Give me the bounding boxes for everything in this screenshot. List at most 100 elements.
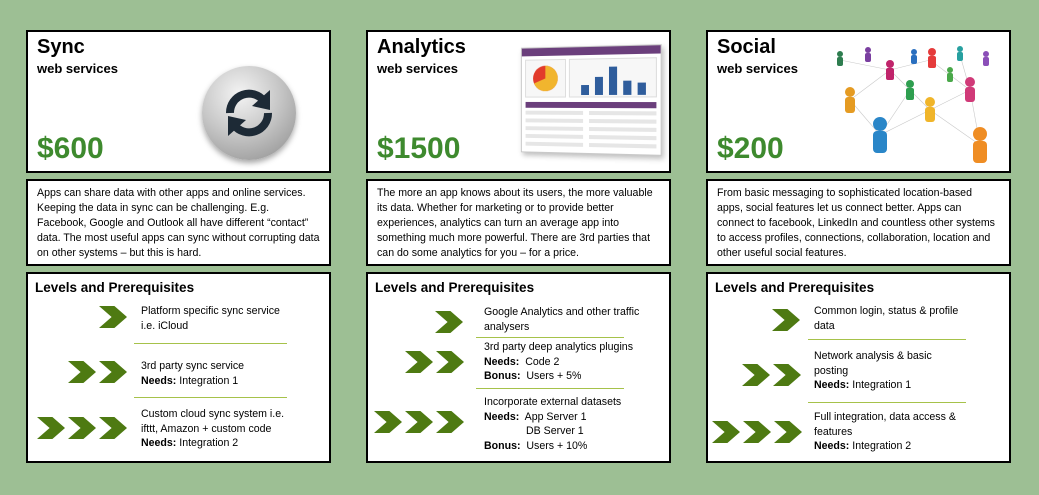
sync-arrows-icon (202, 66, 296, 160)
card-subtitle: web services (377, 61, 458, 76)
bonus-value: Users + 10% (526, 440, 587, 452)
level-1-chevrons-icon (772, 309, 800, 331)
level-2-text: Network analysis & basic posting Needs: … (814, 349, 932, 393)
chevron-icon (742, 364, 770, 386)
level-line: Network analysis & basic (814, 349, 932, 364)
card-title: Social (717, 36, 776, 59)
bonus-value: Users + 5% (526, 370, 581, 382)
level-2-chevrons-icon (742, 364, 801, 386)
needs-value: Integration 2 (852, 440, 911, 452)
chevron-icon (712, 421, 740, 443)
card-subtitle: web services (717, 61, 798, 76)
level-line: Common login, status & profile (814, 304, 958, 319)
chevron-icon (37, 417, 65, 439)
level-1-text: Common login, status & profile data (814, 304, 958, 333)
level-line: data (814, 319, 958, 334)
social-header-box: Social web services (706, 30, 1011, 173)
levels-box: Levels and Prerequisites Google Analytic… (366, 272, 671, 463)
card-subtitle: web services (37, 61, 118, 76)
level-line: analysers (484, 320, 639, 335)
level-3-text: Full integration, data access & features… (814, 410, 956, 454)
chevron-icon (374, 411, 402, 433)
card-description: The more an app knows about its users, t… (366, 179, 671, 266)
level-line: Incorporate external datasets (484, 395, 621, 410)
bonus-label: Bonus: (484, 370, 520, 382)
analytics-dashboard-icon (521, 44, 662, 156)
level-line: ifttt, Amazon + custom code (141, 422, 284, 437)
level-line: 3rd party sync service (141, 359, 244, 374)
chevron-icon (436, 351, 464, 373)
chevron-icon (405, 411, 433, 433)
analytics-header-box: Analytics web services (366, 30, 671, 173)
sync-card: Sync web services $600 Apps can share da… (26, 30, 331, 463)
level-separator (808, 402, 966, 403)
social-card: Social web services (706, 30, 1011, 463)
needs-label: Needs: (141, 375, 176, 387)
level-3-text: Custom cloud sync system i.e. ifttt, Ama… (141, 407, 284, 451)
card-price: $600 (37, 132, 104, 166)
needs-value: App Server 1 (525, 411, 587, 423)
card-title: Analytics (377, 36, 466, 59)
level-line: Google Analytics and other traffic (484, 305, 639, 320)
chevron-icon (68, 361, 96, 383)
chevron-icon (743, 421, 771, 443)
level-2-text: 3rd party sync service Needs: Integratio… (141, 359, 244, 388)
bonus-label: Bonus: (484, 440, 520, 452)
needs-value: Integration 1 (852, 379, 911, 391)
chevron-icon (435, 311, 463, 333)
card-title: Sync (37, 36, 85, 59)
levels-title: Levels and Prerequisites (375, 280, 534, 295)
chevron-icon (99, 417, 127, 439)
needs-label: Needs: (484, 411, 519, 423)
level-line: Platform specific sync service (141, 304, 280, 319)
chevron-icon (99, 361, 127, 383)
chevron-icon (99, 306, 127, 328)
level-3-chevrons-icon (374, 411, 464, 433)
level-3-chevrons-icon (712, 421, 802, 443)
levels-title: Levels and Prerequisites (715, 280, 874, 295)
level-3-chevrons-icon (37, 417, 127, 439)
level-separator (134, 343, 287, 344)
level-1-text: Platform specific sync service i.e. iClo… (141, 304, 280, 333)
level-line: Custom cloud sync system i.e. (141, 407, 284, 422)
levels-title: Levels and Prerequisites (35, 280, 194, 295)
level-line: posting (814, 364, 932, 379)
needs-value: Code 2 (525, 356, 559, 368)
chevron-icon (773, 364, 801, 386)
card-description: Apps can share data with other apps and … (26, 179, 331, 266)
social-network-people-icon (820, 40, 1008, 168)
chevron-icon (405, 351, 433, 373)
analytics-card: Analytics web services (366, 30, 671, 463)
needs-value: Integration 1 (179, 375, 238, 387)
level-separator (476, 388, 624, 389)
level-separator (808, 339, 966, 340)
level-separator (476, 337, 624, 338)
chevron-icon (772, 309, 800, 331)
chevron-icon (68, 417, 96, 439)
card-description: From basic messaging to sophisticated lo… (706, 179, 1011, 266)
level-line: i.e. iCloud (141, 319, 280, 334)
level-1-chevrons-icon (99, 306, 127, 328)
level-1-text: Google Analytics and other traffic analy… (484, 305, 639, 334)
card-price: $1500 (377, 132, 460, 166)
needs-label: Needs: (814, 440, 849, 452)
sync-header-box: Sync web services $600 (26, 30, 331, 173)
level-separator (134, 397, 287, 398)
level-line: features (814, 425, 956, 440)
chevron-icon (774, 421, 802, 443)
level-line: Full integration, data access & (814, 410, 956, 425)
needs-label: Needs: (484, 356, 519, 368)
level-3-text: Incorporate external datasets Needs: App… (484, 395, 621, 453)
level-1-chevrons-icon (435, 311, 463, 333)
level-line: 3rd party deep analytics plugins (484, 340, 633, 355)
chevron-icon (436, 411, 464, 433)
needs-value-2: DB Server 1 (484, 424, 621, 439)
level-2-chevrons-icon (405, 351, 464, 373)
needs-label: Needs: (141, 437, 176, 449)
levels-box: Levels and Prerequisites Platform specif… (26, 272, 331, 463)
level-2-chevrons-icon (68, 361, 127, 383)
level-2-text: 3rd party deep analytics plugins Needs: … (484, 340, 633, 384)
needs-label: Needs: (814, 379, 849, 391)
levels-box: Levels and Prerequisites Common login, s… (706, 272, 1011, 463)
needs-value: Integration 2 (179, 437, 238, 449)
